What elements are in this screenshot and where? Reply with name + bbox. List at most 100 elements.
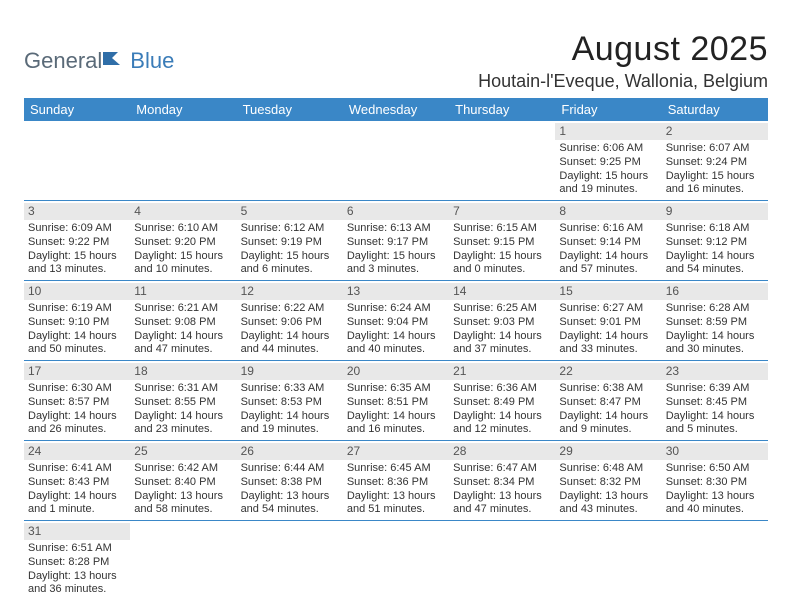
daylight-text: and 40 minutes. <box>666 503 764 517</box>
day-number: 11 <box>130 283 236 300</box>
sunrise-text: Sunrise: 6:38 AM <box>559 382 657 396</box>
calendar-cell: 5Sunrise: 6:12 AMSunset: 9:19 PMDaylight… <box>237 201 343 281</box>
daylight-text: and 10 minutes. <box>134 263 232 277</box>
day-number: 10 <box>24 283 130 300</box>
daylight-text: Daylight: 15 hours <box>453 250 551 264</box>
calendar-cell: 12Sunrise: 6:22 AMSunset: 9:06 PMDayligh… <box>237 281 343 361</box>
day-number: 12 <box>237 283 343 300</box>
daylight-text: and 0 minutes. <box>453 263 551 277</box>
daylight-text: Daylight: 15 hours <box>241 250 339 264</box>
sunset-text: Sunset: 9:25 PM <box>559 156 657 170</box>
sunrise-text: Sunrise: 6:16 AM <box>559 222 657 236</box>
calendar-cell: 14Sunrise: 6:25 AMSunset: 9:03 PMDayligh… <box>449 281 555 361</box>
logo-text-blue: Blue <box>130 48 174 74</box>
day-number: 26 <box>237 443 343 460</box>
sunset-text: Sunset: 8:59 PM <box>666 316 764 330</box>
daylight-text: and 16 minutes. <box>347 423 445 437</box>
daylight-text: and 40 minutes. <box>347 343 445 357</box>
daylight-text: Daylight: 14 hours <box>241 330 339 344</box>
day-number: 25 <box>130 443 236 460</box>
calendar-cell <box>237 521 343 601</box>
daylight-text: and 23 minutes. <box>134 423 232 437</box>
calendar-cell <box>130 521 236 601</box>
day-number: 1 <box>555 123 661 140</box>
sunset-text: Sunset: 8:36 PM <box>347 476 445 490</box>
sunrise-text: Sunrise: 6:31 AM <box>134 382 232 396</box>
sunset-text: Sunset: 9:15 PM <box>453 236 551 250</box>
calendar-cell <box>343 521 449 601</box>
sunrise-text: Sunrise: 6:09 AM <box>28 222 126 236</box>
sunset-text: Sunset: 8:55 PM <box>134 396 232 410</box>
calendar-cell: 1Sunrise: 6:06 AMSunset: 9:25 PMDaylight… <box>555 121 661 201</box>
sunset-text: Sunset: 9:10 PM <box>28 316 126 330</box>
day-number: 20 <box>343 363 449 380</box>
sunset-text: Sunset: 9:08 PM <box>134 316 232 330</box>
daylight-text: and 19 minutes. <box>241 423 339 437</box>
daylight-text: and 13 minutes. <box>28 263 126 277</box>
daylight-text: and 1 minute. <box>28 503 126 517</box>
calendar-cell: 3Sunrise: 6:09 AMSunset: 9:22 PMDaylight… <box>24 201 130 281</box>
calendar-cell <box>662 521 768 601</box>
calendar-cell: 7Sunrise: 6:15 AMSunset: 9:15 PMDaylight… <box>449 201 555 281</box>
calendar-cell: 16Sunrise: 6:28 AMSunset: 8:59 PMDayligh… <box>662 281 768 361</box>
sunset-text: Sunset: 8:53 PM <box>241 396 339 410</box>
calendar-cell: 28Sunrise: 6:47 AMSunset: 8:34 PMDayligh… <box>449 441 555 521</box>
day-number: 13 <box>343 283 449 300</box>
calendar-cell <box>24 121 130 201</box>
sunset-text: Sunset: 9:20 PM <box>134 236 232 250</box>
calendar-cell: 6Sunrise: 6:13 AMSunset: 9:17 PMDaylight… <box>343 201 449 281</box>
daylight-text: and 43 minutes. <box>559 503 657 517</box>
sunset-text: Sunset: 9:24 PM <box>666 156 764 170</box>
flag-icon <box>102 50 126 73</box>
sunrise-text: Sunrise: 6:15 AM <box>453 222 551 236</box>
calendar-table: Sunday Monday Tuesday Wednesday Thursday… <box>24 98 768 600</box>
day-number: 3 <box>24 203 130 220</box>
sunset-text: Sunset: 9:01 PM <box>559 316 657 330</box>
day-header: Tuesday <box>237 98 343 121</box>
daylight-text: Daylight: 14 hours <box>28 410 126 424</box>
calendar-cell: 10Sunrise: 6:19 AMSunset: 9:10 PMDayligh… <box>24 281 130 361</box>
daylight-text: and 54 minutes. <box>241 503 339 517</box>
day-number: 14 <box>449 283 555 300</box>
day-header: Monday <box>130 98 236 121</box>
calendar-cell: 9Sunrise: 6:18 AMSunset: 9:12 PMDaylight… <box>662 201 768 281</box>
sunrise-text: Sunrise: 6:45 AM <box>347 462 445 476</box>
daylight-text: and 51 minutes. <box>347 503 445 517</box>
daylight-text: and 3 minutes. <box>347 263 445 277</box>
month-title: August 2025 <box>478 30 768 69</box>
sunrise-text: Sunrise: 6:24 AM <box>347 302 445 316</box>
calendar-cell <box>343 121 449 201</box>
daylight-text: and 33 minutes. <box>559 343 657 357</box>
calendar-cell: 30Sunrise: 6:50 AMSunset: 8:30 PMDayligh… <box>662 441 768 521</box>
daylight-text: Daylight: 14 hours <box>28 490 126 504</box>
sunrise-text: Sunrise: 6:30 AM <box>28 382 126 396</box>
daylight-text: Daylight: 14 hours <box>666 250 764 264</box>
sunset-text: Sunset: 8:32 PM <box>559 476 657 490</box>
daylight-text: and 5 minutes. <box>666 423 764 437</box>
calendar-cell: 22Sunrise: 6:38 AMSunset: 8:47 PMDayligh… <box>555 361 661 441</box>
sunrise-text: Sunrise: 6:50 AM <box>666 462 764 476</box>
calendar-row: 3Sunrise: 6:09 AMSunset: 9:22 PMDaylight… <box>24 201 768 281</box>
sunset-text: Sunset: 9:12 PM <box>666 236 764 250</box>
daylight-text: and 26 minutes. <box>28 423 126 437</box>
day-number: 29 <box>555 443 661 460</box>
sunset-text: Sunset: 8:30 PM <box>666 476 764 490</box>
day-header: Sunday <box>24 98 130 121</box>
sunset-text: Sunset: 8:43 PM <box>28 476 126 490</box>
sunset-text: Sunset: 8:40 PM <box>134 476 232 490</box>
sunrise-text: Sunrise: 6:48 AM <box>559 462 657 476</box>
daylight-text: Daylight: 13 hours <box>559 490 657 504</box>
daylight-text: Daylight: 14 hours <box>347 410 445 424</box>
day-number: 28 <box>449 443 555 460</box>
sunrise-text: Sunrise: 6:36 AM <box>453 382 551 396</box>
daylight-text: and 36 minutes. <box>28 583 126 597</box>
daylight-text: Daylight: 14 hours <box>241 410 339 424</box>
sunset-text: Sunset: 9:03 PM <box>453 316 551 330</box>
calendar-cell: 31Sunrise: 6:51 AMSunset: 8:28 PMDayligh… <box>24 521 130 601</box>
sunrise-text: Sunrise: 6:28 AM <box>666 302 764 316</box>
daylight-text: and 58 minutes. <box>134 503 232 517</box>
calendar-row: 24Sunrise: 6:41 AMSunset: 8:43 PMDayligh… <box>24 441 768 521</box>
day-header: Wednesday <box>343 98 449 121</box>
daylight-text: Daylight: 13 hours <box>453 490 551 504</box>
sunset-text: Sunset: 9:04 PM <box>347 316 445 330</box>
